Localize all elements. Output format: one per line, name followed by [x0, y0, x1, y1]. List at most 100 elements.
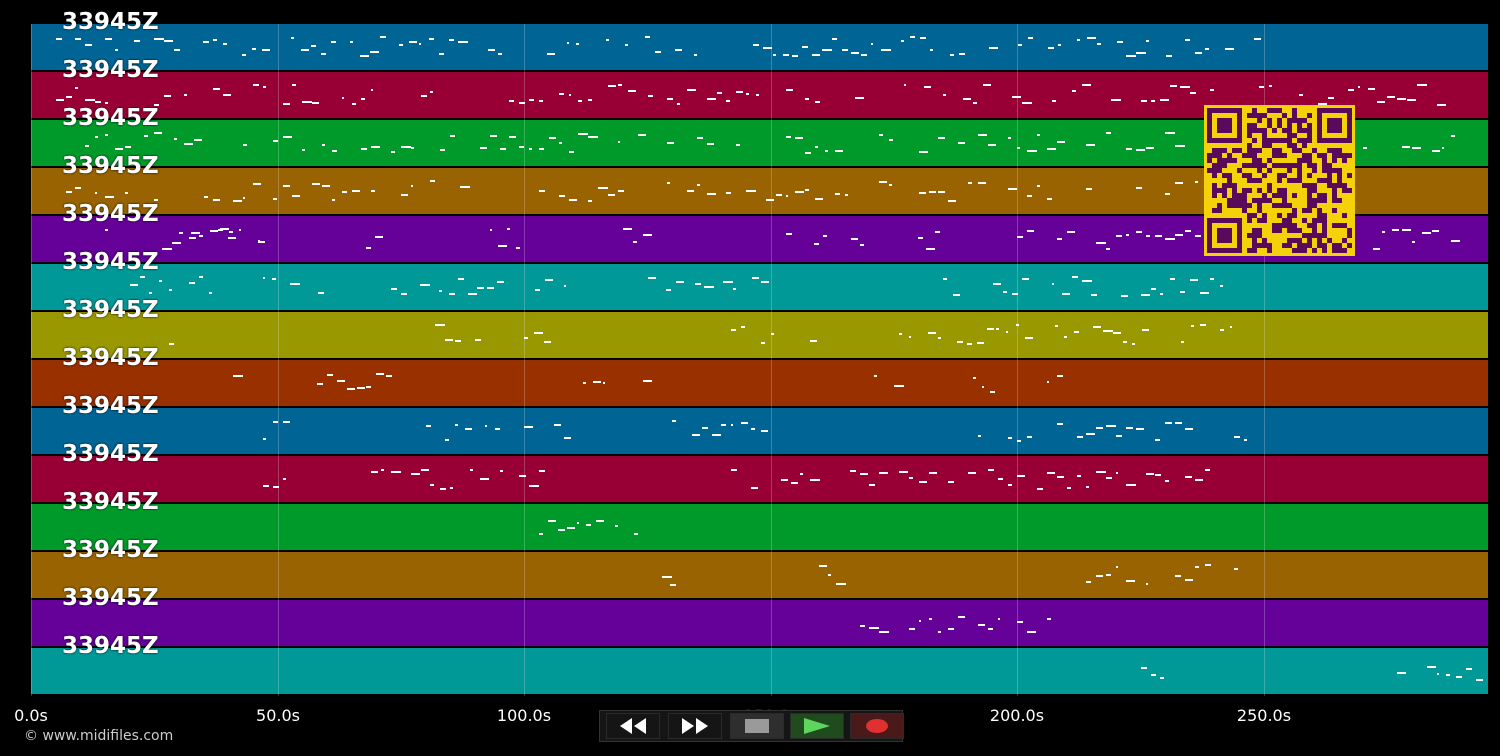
midi-note	[667, 182, 671, 185]
midi-note	[996, 327, 999, 330]
record-button[interactable]	[850, 713, 904, 739]
midi-note	[213, 199, 220, 202]
midi-note	[1066, 487, 1071, 490]
midi-note	[193, 139, 202, 142]
midi-note	[1145, 473, 1154, 476]
qr-module	[1257, 178, 1262, 183]
midi-note	[923, 86, 931, 89]
midi-note	[785, 88, 793, 91]
midi-note	[428, 37, 435, 40]
qr-module	[1282, 163, 1287, 168]
midi-note	[732, 288, 737, 291]
midi-note	[419, 43, 422, 46]
midi-note	[721, 423, 726, 426]
qr-module	[1227, 198, 1232, 203]
midi-note	[696, 136, 703, 139]
midi-note	[420, 469, 430, 472]
qr-module	[1252, 108, 1257, 113]
qr-module	[1292, 163, 1297, 168]
midi-note	[65, 96, 72, 99]
midi-note	[479, 147, 488, 150]
qr-module	[1327, 168, 1332, 173]
midi-note	[637, 133, 646, 136]
qr-module	[1332, 148, 1337, 153]
midi-note	[222, 43, 228, 45]
qr-module	[1247, 188, 1252, 193]
midi-note	[666, 288, 672, 291]
qr-module	[1347, 153, 1352, 158]
midi-note	[203, 196, 208, 199]
qr-module	[1272, 148, 1277, 153]
midi-note	[617, 141, 621, 144]
rewind-button[interactable]	[606, 713, 660, 739]
midi-note	[1416, 84, 1427, 87]
fast-forward-button[interactable]	[668, 713, 722, 739]
qr-module	[1347, 243, 1352, 248]
midi-note	[696, 183, 700, 186]
midi-note	[691, 433, 700, 436]
qr-module	[1312, 163, 1317, 168]
midi-note	[341, 96, 345, 99]
qr-module	[1277, 203, 1282, 208]
midi-note	[529, 147, 532, 150]
midi-note	[762, 46, 773, 49]
midi-note	[320, 52, 327, 55]
qr-module	[1342, 183, 1347, 188]
midi-note	[301, 48, 309, 51]
qr-module	[1257, 198, 1262, 203]
qr-module	[1217, 153, 1222, 158]
midi-note	[625, 44, 629, 47]
track-label: 33945Z	[62, 201, 159, 227]
qr-module	[1287, 213, 1292, 218]
midi-note	[780, 479, 788, 482]
midi-note	[716, 91, 722, 94]
midi-note	[1170, 278, 1175, 281]
qr-module	[1227, 153, 1232, 158]
midi-note	[311, 44, 316, 47]
midi-note	[918, 619, 922, 622]
midi-note	[425, 425, 431, 428]
midi-note	[844, 194, 849, 197]
qr-module	[1247, 213, 1252, 218]
play-button[interactable]	[790, 713, 844, 739]
qr-module	[1292, 108, 1297, 113]
midi-note	[928, 472, 938, 475]
midi-note	[815, 198, 824, 201]
qr-module	[1347, 173, 1352, 178]
midi-note	[836, 583, 846, 586]
qr-module	[1212, 163, 1217, 168]
midi-note	[494, 427, 500, 430]
qr-module	[1252, 128, 1257, 133]
midi-note	[188, 236, 197, 239]
midi-note	[1135, 149, 1146, 151]
midi-note	[751, 428, 756, 431]
stop-button[interactable]	[730, 713, 784, 739]
qr-module	[1332, 198, 1337, 203]
midi-note	[484, 425, 487, 428]
midi-note	[772, 53, 776, 56]
midi-note	[746, 189, 756, 192]
midi-note	[586, 523, 591, 526]
midi-note	[1061, 293, 1070, 296]
qr-module	[1302, 248, 1307, 253]
midi-note	[75, 86, 79, 89]
midi-note	[917, 236, 924, 239]
midi-note	[1204, 564, 1212, 567]
qr-module	[1297, 158, 1302, 163]
qr-module	[1347, 188, 1352, 193]
midi-note	[1190, 324, 1194, 327]
midi-note	[162, 247, 173, 250]
midi-note	[233, 199, 243, 202]
midi-note	[1175, 182, 1183, 185]
midi-note	[312, 182, 321, 185]
midi-note	[252, 182, 261, 185]
midi-note	[104, 101, 108, 104]
midi-note	[1140, 100, 1148, 103]
midi-note	[104, 196, 115, 198]
qr-module	[1297, 138, 1302, 143]
midi-note	[1125, 427, 1134, 430]
qr-module	[1297, 238, 1302, 243]
qr-module	[1287, 178, 1292, 183]
fast-forward-icon	[682, 718, 708, 734]
qr-module	[1267, 188, 1272, 193]
